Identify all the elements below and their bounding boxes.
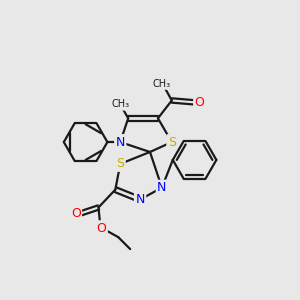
Text: O: O bbox=[195, 96, 205, 109]
Text: O: O bbox=[97, 222, 106, 235]
Text: S: S bbox=[116, 158, 124, 170]
Text: CH₃: CH₃ bbox=[153, 79, 171, 88]
Text: CH₃: CH₃ bbox=[111, 99, 129, 110]
Text: S: S bbox=[168, 136, 176, 148]
Text: N: N bbox=[116, 136, 125, 148]
Text: N: N bbox=[157, 181, 167, 194]
Text: N: N bbox=[135, 193, 145, 206]
Text: O: O bbox=[71, 207, 81, 220]
